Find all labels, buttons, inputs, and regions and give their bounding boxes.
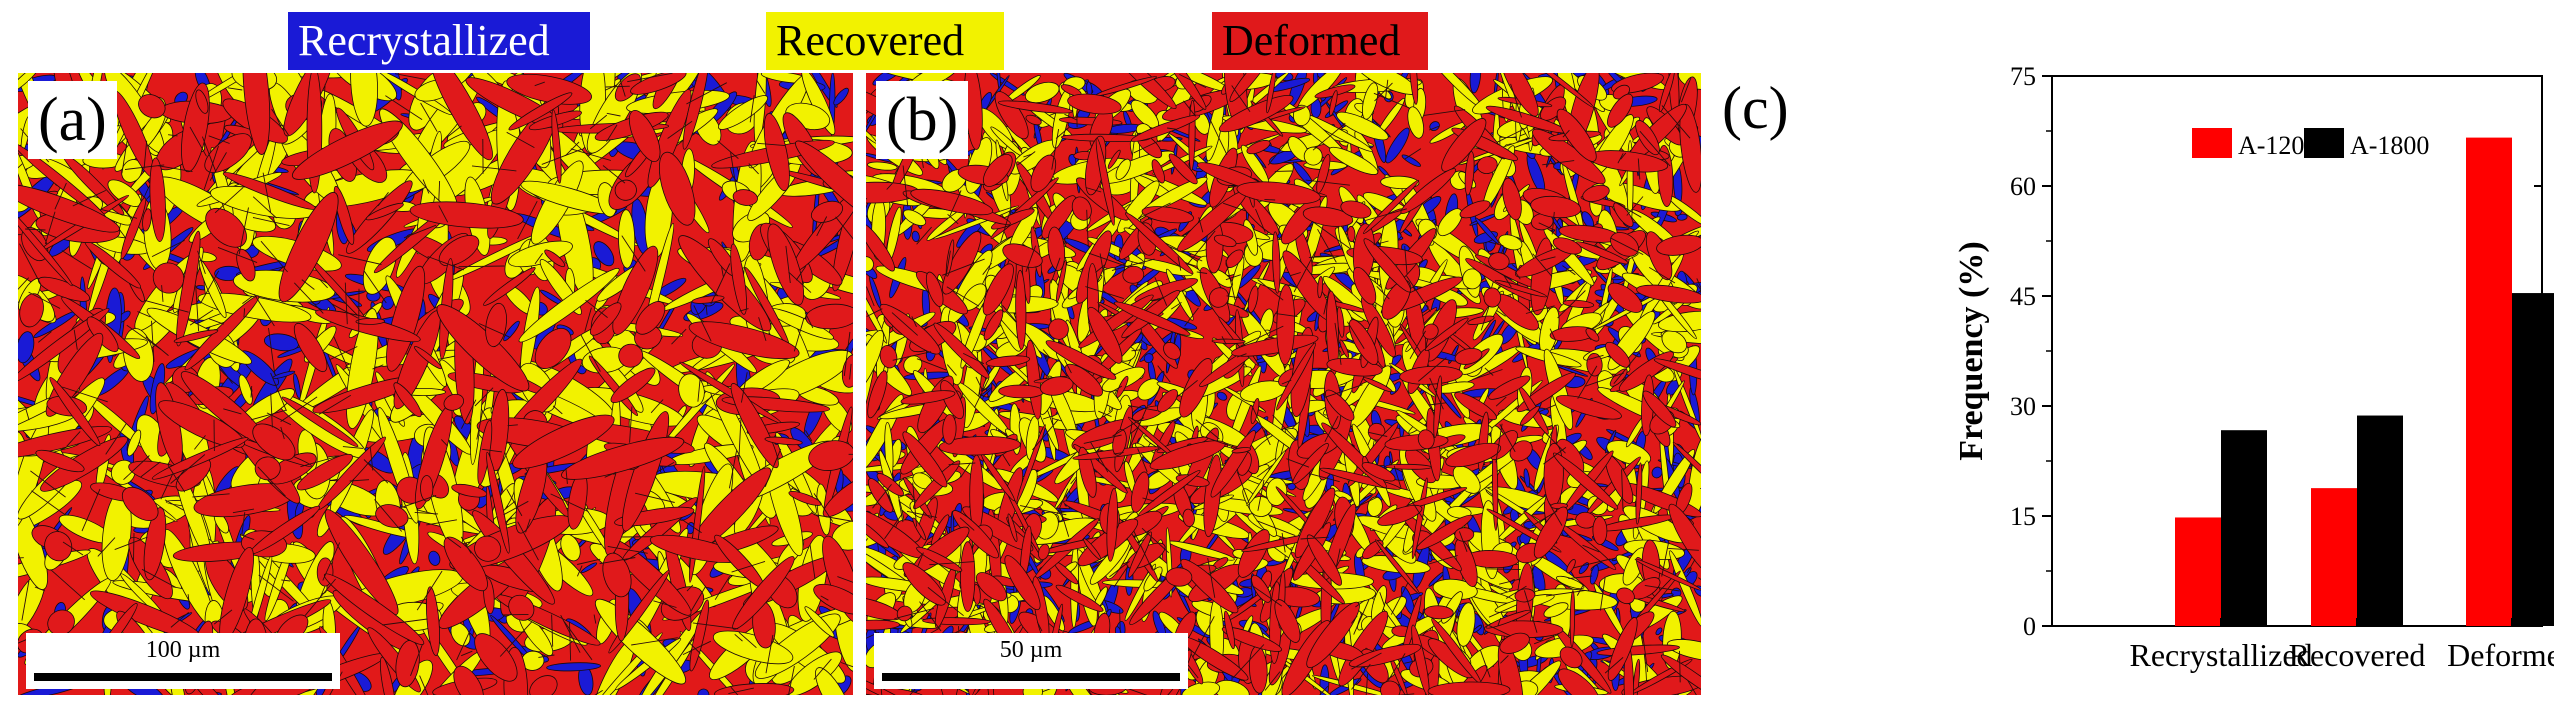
y-tick-label: 0 [2023,612,2036,641]
scale-label-a: 100 µm [145,637,221,663]
x-tick-label: Recrystallized [2129,637,2312,673]
panel-label-b: (b) [876,81,969,159]
bar-a-1200-recrystallized [2175,517,2221,626]
chart-svg: (c) 0 15 30 45 60 75 Frequency (%) Recrystalliz… [1722,62,2554,673]
legend-deformed: Deformed [1212,12,1428,70]
legend-swatch-a-1200 [2192,128,2232,158]
grain-texture [18,73,853,695]
legend-recrystallized: Recrystallized [288,12,590,70]
frequency-bar-chart: (c) 0 15 30 45 60 75 Frequency (%) Recrystalliz… [1712,60,2554,715]
x-tick-label: Deformed [2447,637,2554,673]
y-tick-label: 45 [2010,282,2036,311]
y-tick-label: 15 [2010,502,2036,531]
legend-recovered: Recovered [766,12,1004,70]
scale-bar-a: 100 µm [26,633,340,689]
ebsd-map-a: (a) 100 µm [18,73,853,695]
ebsd-map-b: (b) 50 µm [866,73,1701,695]
grain-map-b [866,73,1701,695]
panel-label-c: (c) [1722,75,1789,141]
y-tick-label: 75 [2010,62,2036,91]
bar-a-1800-recrystallized [2221,430,2267,626]
bar-a-1800-recovered [2357,415,2403,626]
y-tick-label: 60 [2010,172,2036,201]
grain-map-a [18,73,853,695]
scale-line-b [882,673,1180,681]
scale-bar-b: 50 µm [874,633,1188,689]
panel-label-a: (a) [28,81,117,159]
scale-label-b: 50 µm [999,637,1063,663]
legend-label-a-1800: A-1800 [2350,131,2429,160]
scale-line-a [34,673,332,681]
legend-swatch-a-1800 [2304,128,2344,158]
grain-texture [866,73,1701,695]
y-axis-label: Frequency (%) [1953,241,1990,460]
bar-a-1200-deformed [2466,137,2512,626]
bar-a-1200-recovered [2311,488,2357,626]
bar-a-1800-deformed [2512,293,2554,626]
x-tick-label: Recovered [2289,637,2426,673]
y-tick-label: 30 [2010,392,2036,421]
